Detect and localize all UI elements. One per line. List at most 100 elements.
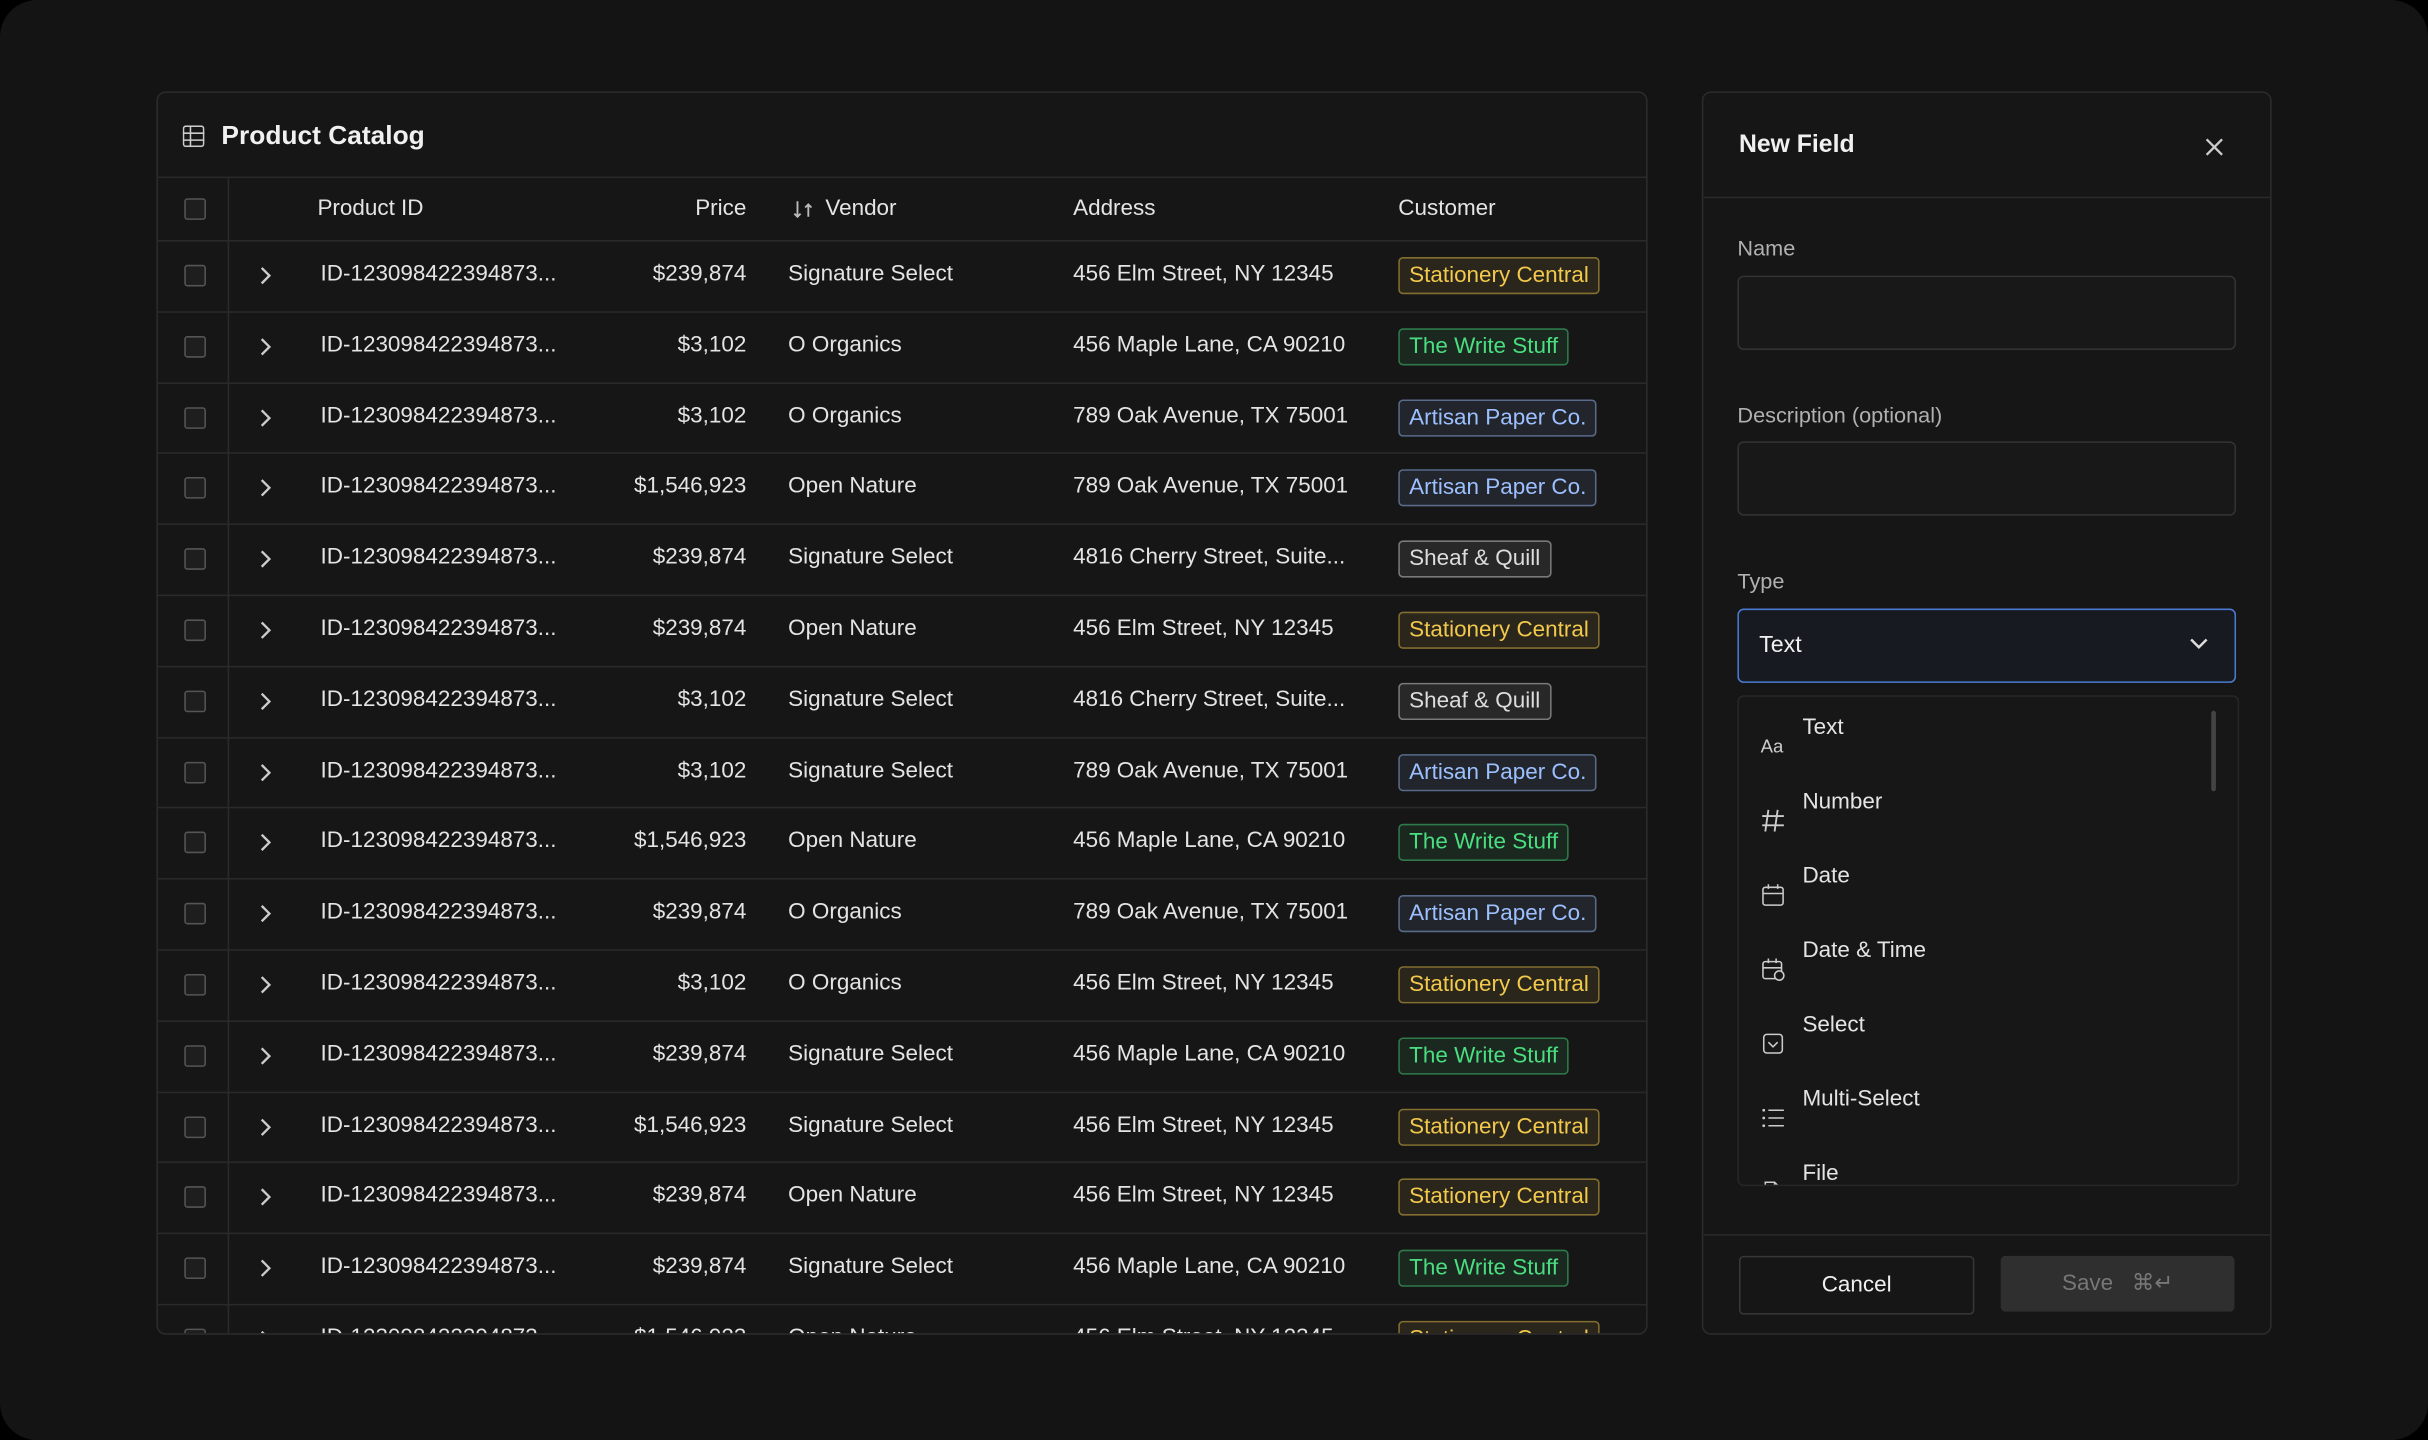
name-input[interactable] <box>1737 275 2237 350</box>
type-option[interactable]: File <box>1739 1137 2238 1185</box>
price: $239,874 <box>652 1041 747 1067</box>
expand-chevron[interactable] <box>257 619 272 641</box>
select-all-checkbox[interactable] <box>184 198 206 220</box>
table-row[interactable]: ID-123098422394873... $239,874 Signature S… <box>157 240 1647 313</box>
divider <box>1703 1234 2271 1236</box>
expand-chevron[interactable] <box>257 690 272 712</box>
address: 456 Elm Street, NY 12345 <box>1073 1304 1333 1334</box>
type-option[interactable]: Number <box>1739 765 2238 839</box>
customer-tag: Artisan Paper Co. <box>1398 469 1598 507</box>
price: $239,874 <box>652 616 747 642</box>
table-row[interactable]: ID-123098422394873... $239,874 Open Nature… <box>157 1161 1647 1235</box>
customer-tag: The Write Stuff <box>1398 327 1569 366</box>
table-row[interactable]: ID-123098422394873... $1,546,923 Open Natu… <box>157 452 1647 526</box>
scrollbar <box>2211 710 2216 792</box>
product-id: ID-123098422394873... <box>320 1183 557 1209</box>
table-row[interactable]: ID-123098422394873... $239,874 Signature S… <box>157 1232 1647 1306</box>
row-checkbox[interactable] <box>184 1186 206 1209</box>
expand-chevron[interactable] <box>257 548 272 570</box>
row-checkbox[interactable] <box>184 548 206 571</box>
row-checkbox[interactable] <box>184 690 206 712</box>
row-checkbox[interactable] <box>184 406 206 429</box>
table-row[interactable]: ID-123098422394873... $239,874 Open Nature… <box>157 594 1647 668</box>
expand-chevron[interactable] <box>257 974 272 996</box>
column-header[interactable]: Product ID <box>317 196 424 222</box>
table-row[interactable]: ID-123098422394873... $3,102 O Organics 456… <box>157 949 1647 1022</box>
description-input[interactable] <box>1737 441 2237 516</box>
save-shortcut: ⌘↵ <box>2131 1271 2174 1297</box>
column-header[interactable]: Address <box>1073 196 1156 222</box>
vendor: Open Nature <box>788 1183 917 1209</box>
table-row[interactable]: ID-123098422394873... $1,546,923 Open Natu… <box>158 1303 1646 1334</box>
type-option[interactable]: Multi-Select <box>1739 1062 2238 1136</box>
expand-chevron[interactable] <box>257 478 272 500</box>
product-id: ID-123098422394873... <box>321 1304 557 1334</box>
expand-chevron[interactable] <box>257 903 272 925</box>
address: 456 Elm Street, NY 12345 <box>1073 616 1334 642</box>
expand-chevron[interactable] <box>257 1187 272 1209</box>
row-checkbox[interactable] <box>184 1115 206 1138</box>
vendor: Signature Select <box>788 1254 953 1280</box>
expand-chevron[interactable] <box>257 1045 272 1067</box>
row-checkbox[interactable] <box>184 619 206 642</box>
customer-tag: The Write Stuff <box>1398 824 1569 862</box>
save-button[interactable]: Save ⌘↵ <box>2000 1255 2235 1312</box>
option-icon <box>1761 864 1786 906</box>
option-icon <box>1761 1087 1786 1128</box>
column-header[interactable]: Vendor <box>825 196 897 222</box>
table-row[interactable]: ID-123098422394873... $1,546,923 Signature… <box>157 1091 1647 1164</box>
column-divider <box>227 178 230 241</box>
table-row[interactable]: ID-123098422394873... $3,102 Signature Sel… <box>157 736 1647 809</box>
table-card: Product Catalog Product ID Price Vendor … <box>156 91 1648 1335</box>
option-label: Number <box>1802 789 1883 815</box>
close-button[interactable] <box>2204 136 2226 158</box>
product-id: ID-123098422394873... <box>320 829 557 854</box>
row-checkbox[interactable] <box>184 264 206 287</box>
row-checkbox[interactable] <box>184 761 206 783</box>
row-checkbox[interactable] <box>184 1328 206 1334</box>
vendor: Signature Select <box>788 687 953 712</box>
customer-tag: Sheaf & Quill <box>1398 540 1552 578</box>
address: 456 Maple Lane, CA 90210 <box>1073 1041 1346 1067</box>
row-checkbox[interactable] <box>184 832 206 854</box>
cancel-button[interactable]: Cancel <box>1738 1255 1975 1315</box>
table-row[interactable]: ID-123098422394873... $1,546,923 Open Natu… <box>157 807 1647 880</box>
column-divider <box>227 381 230 453</box>
table-row[interactable]: ID-123098422394873... $3,102 O Organics 456… <box>157 310 1647 384</box>
vendor: Open Nature <box>788 1304 917 1334</box>
price: $1,546,923 <box>633 474 747 500</box>
type-select[interactable]: Text <box>1737 608 2237 683</box>
row-checkbox[interactable] <box>184 477 206 500</box>
expand-chevron[interactable] <box>257 832 272 854</box>
customer-tag: Artisan Paper Co. <box>1398 398 1598 437</box>
type-option[interactable]: Aa Text <box>1739 697 2238 765</box>
type-option[interactable]: Select <box>1739 988 2238 1062</box>
address: 789 Oak Avenue, TX 75001 <box>1073 758 1349 783</box>
column-header[interactable]: Price <box>695 196 747 222</box>
table-row[interactable]: ID-123098422394873... $239,874 Signature S… <box>157 1020 1647 1093</box>
table-row[interactable]: ID-123098422394873... $239,874 Signature S… <box>157 523 1647 597</box>
row-checkbox[interactable] <box>184 974 206 996</box>
expand-chevron[interactable] <box>257 1329 272 1334</box>
option-icon <box>1761 938 1786 981</box>
type-option[interactable]: Date <box>1739 839 2238 913</box>
table-row[interactable]: ID-123098422394873... $3,102 O Organics 789… <box>157 381 1647 455</box>
row-checkbox[interactable] <box>184 1044 206 1067</box>
row-checkbox[interactable] <box>184 1257 206 1280</box>
expand-chevron[interactable] <box>257 336 272 358</box>
expand-chevron[interactable] <box>257 265 272 287</box>
vendor: Signature Select <box>788 1112 953 1138</box>
type-option[interactable]: Date & Time <box>1739 914 2238 988</box>
save-label: Save <box>2061 1271 2114 1297</box>
product-id: ID-123098422394873... <box>320 1254 557 1280</box>
table-row[interactable]: ID-123098422394873... $3,102 Signature Sel… <box>157 665 1647 739</box>
expand-chevron[interactable] <box>257 761 272 783</box>
table-row[interactable]: ID-123098422394873... $239,874 O Organics 7… <box>157 878 1647 951</box>
expand-chevron[interactable] <box>257 1258 272 1280</box>
row-checkbox[interactable] <box>184 335 206 358</box>
column-header[interactable]: Customer <box>1398 196 1496 222</box>
expand-chevron[interactable] <box>257 1116 272 1138</box>
expand-chevron[interactable] <box>257 407 272 429</box>
row-checkbox[interactable] <box>184 903 206 925</box>
